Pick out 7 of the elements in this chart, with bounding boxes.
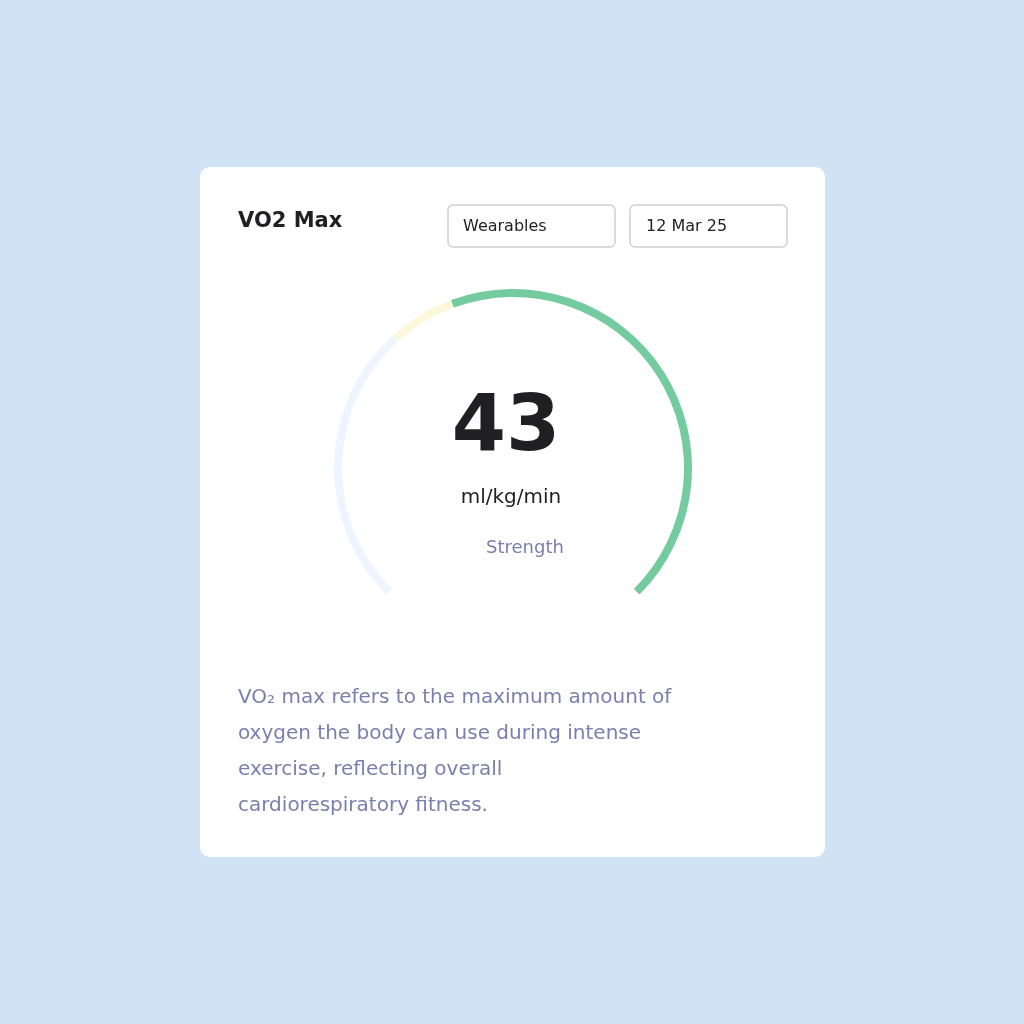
text: Strength — [486, 536, 564, 557]
text: VO₂ max refers to the maximum amount of oxygen the body can use during intense exercise, reflecting overall cardiorespiratory fitness. — [238, 684, 673, 816]
chart-title: VO2 Max — [238, 208, 343, 232]
text: 43 — [451, 378, 561, 468]
text: ml/kg/min — [460, 484, 562, 508]
text: 12 Mar 25 — [646, 216, 728, 235]
text: Wearables — [463, 216, 547, 235]
